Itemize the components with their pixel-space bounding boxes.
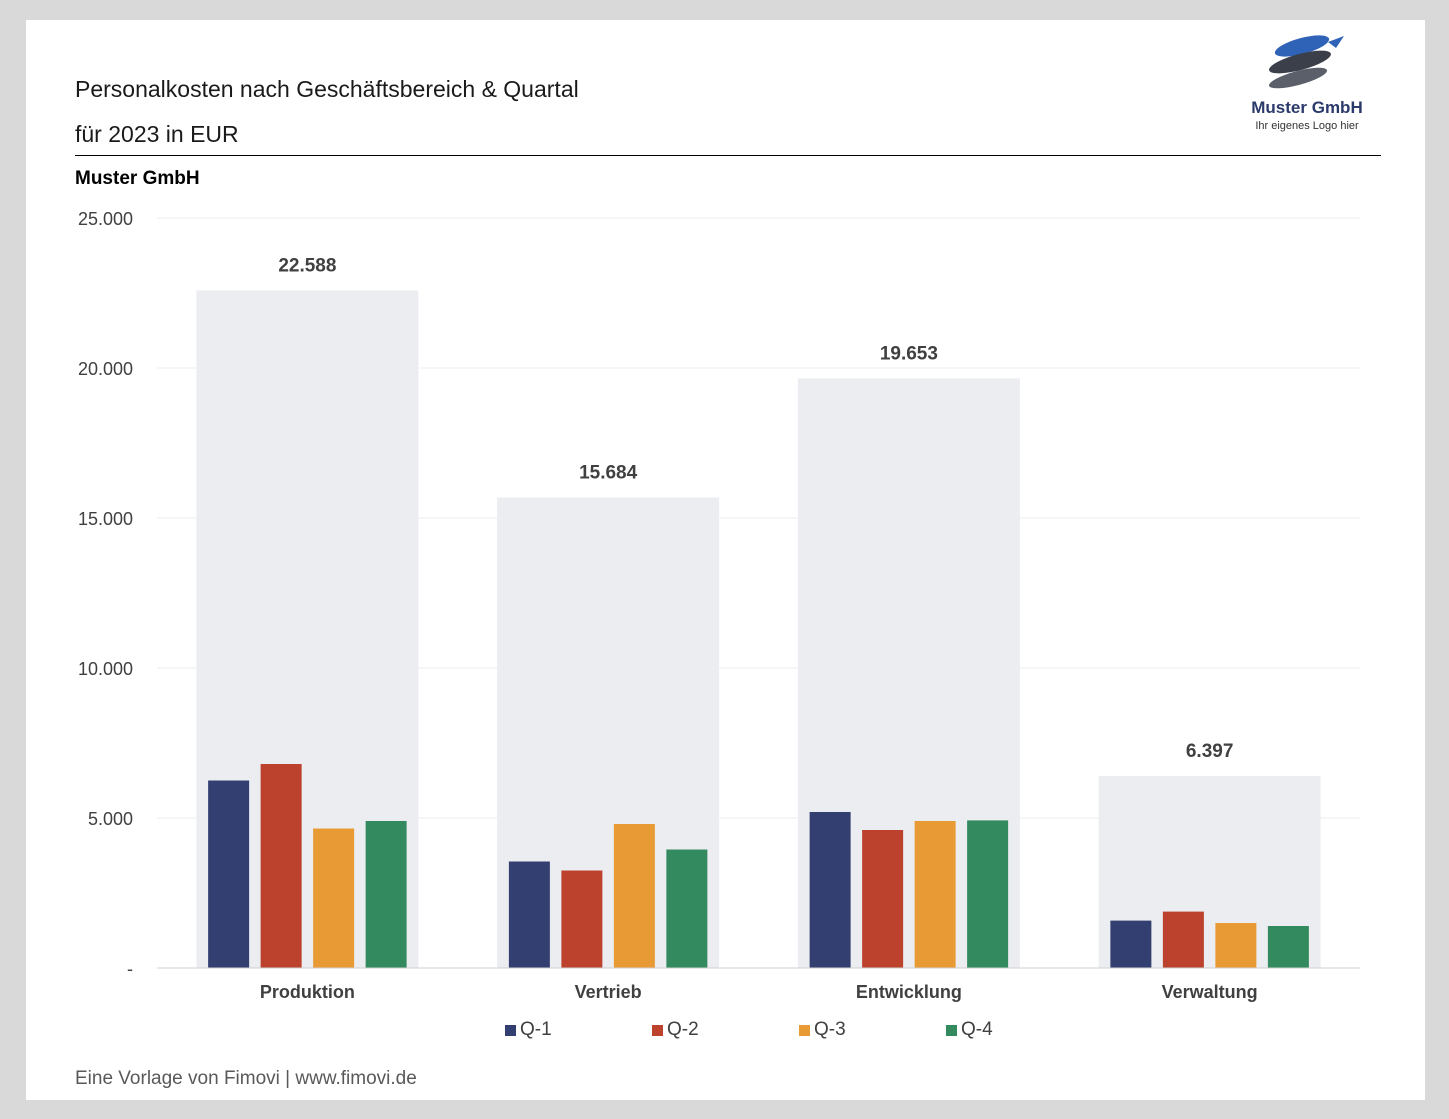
logo-name: Muster GmbH <box>1251 98 1363 117</box>
legend-label: Q-3 <box>814 1019 846 1040</box>
bar-q-4 <box>967 820 1009 968</box>
y-tick-label: 20.000 <box>78 359 133 379</box>
bar-q-4 <box>365 821 407 968</box>
y-tick-label: - <box>127 959 133 979</box>
chart-subtitle: für 2023 in EUR <box>75 121 239 147</box>
x-tick-label: Entwicklung <box>856 982 962 1002</box>
y-tick-label: 15.000 <box>78 509 133 529</box>
total-data-label: 22.588 <box>278 255 336 276</box>
logo-tagline: Ihr eigenes Logo hier <box>1255 120 1359 132</box>
bar-q-2 <box>1162 911 1204 968</box>
title-divider <box>75 155 1381 156</box>
bar-q-4 <box>1267 926 1309 968</box>
total-data-label: 6.397 <box>1186 741 1234 762</box>
total-data-label: 19.653 <box>880 343 938 364</box>
bar-q-1 <box>1110 920 1152 968</box>
legend-item: Q-1 <box>505 1019 552 1041</box>
bar-q-1 <box>208 780 250 968</box>
legend-swatch <box>946 1024 957 1036</box>
bar-q-2 <box>561 870 603 968</box>
bar-q-2 <box>862 830 904 968</box>
legend-label: Q-1 <box>520 1019 552 1040</box>
legend-label: Q-2 <box>667 1019 699 1040</box>
bar-q-4 <box>666 849 708 968</box>
legend-item: Q-2 <box>652 1019 699 1041</box>
legend-item: Q-4 <box>946 1019 993 1041</box>
y-tick-label: 10.000 <box>78 659 133 679</box>
y-tick-label: 5.000 <box>88 809 133 829</box>
y-tick-label: 25.000 <box>78 209 133 229</box>
bar-q-3 <box>613 824 655 968</box>
bar-q-3 <box>313 828 355 968</box>
legend-swatch <box>652 1024 663 1036</box>
legend-swatch <box>799 1024 810 1036</box>
x-tick-label: Verwaltung <box>1162 982 1258 1002</box>
legend-item: Q-3 <box>799 1019 846 1041</box>
bar-q-3 <box>914 821 956 968</box>
company-label: Muster GmbH <box>75 168 200 189</box>
legend-label: Q-4 <box>961 1019 993 1040</box>
bar-q-2 <box>260 764 302 968</box>
total-data-label: 15.684 <box>579 462 638 483</box>
chart-title: Personalkosten nach Geschäftsbereich & Q… <box>75 76 579 102</box>
footer-credit: Eine Vorlage von Fimovi | www.fimovi.de <box>75 1068 417 1089</box>
bar-q-1 <box>809 812 851 968</box>
company-logo-icon <box>1268 35 1344 89</box>
bar-q-1 <box>508 861 550 968</box>
x-tick-label: Produktion <box>260 982 355 1002</box>
bar-q-3 <box>1215 923 1257 968</box>
x-tick-label: Vertrieb <box>575 982 642 1002</box>
legend-swatch <box>505 1024 516 1036</box>
logo-swoosh-icon <box>1268 35 1344 89</box>
